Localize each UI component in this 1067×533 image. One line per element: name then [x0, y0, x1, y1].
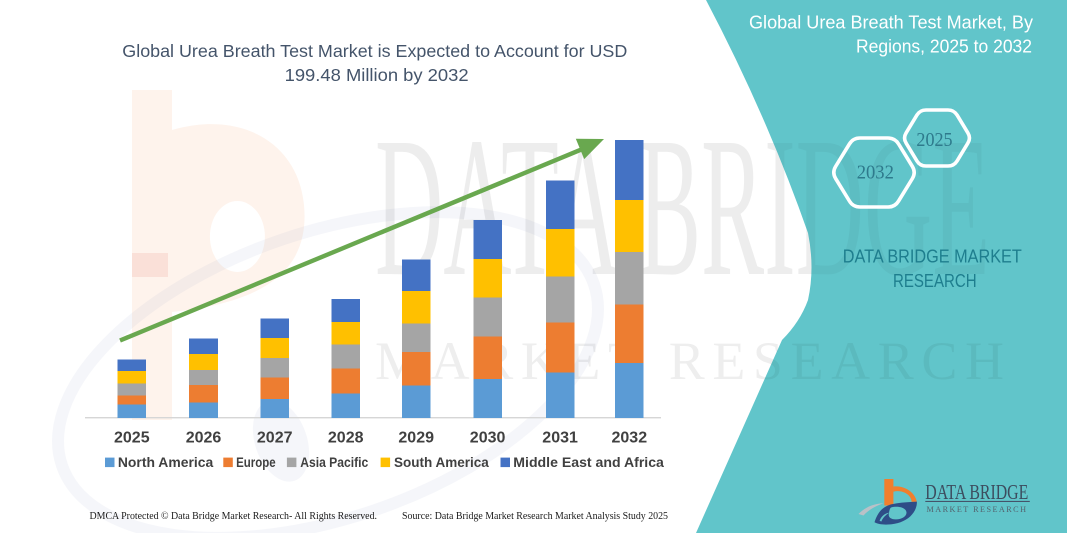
svg-text:2031: 2031 [542, 430, 578, 447]
svg-text:2032: 2032 [612, 430, 648, 447]
svg-text:North America: North America [118, 454, 214, 470]
svg-text:Global Urea Breath Test Market: Global Urea Breath Test Market is Expect… [122, 41, 627, 61]
svg-text:2025: 2025 [916, 129, 952, 151]
svg-text:2028: 2028 [328, 430, 364, 447]
svg-text:South America: South America [394, 454, 489, 470]
svg-text:Europe: Europe [236, 454, 276, 470]
svg-text:Asia Pacific: Asia Pacific [300, 454, 368, 470]
svg-text:Middle East and Africa: Middle East and Africa [513, 454, 664, 470]
svg-text:199.48 Million by 2032: 199.48 Million by 2032 [285, 65, 469, 85]
svg-text:Regions, 2025 to 2032: Regions, 2025 to 2032 [856, 36, 1032, 57]
svg-text:2032: 2032 [857, 162, 894, 184]
svg-text:2029: 2029 [398, 430, 434, 447]
svg-text:DATA BRIDGE: DATA BRIDGE [925, 480, 1028, 504]
svg-text:Global Urea Breath Test Market: Global Urea Breath Test Market, By [749, 12, 1034, 33]
svg-text:DATA BRIDGE MARKET: DATA BRIDGE MARKET [843, 245, 1022, 266]
svg-text:2025: 2025 [114, 430, 150, 447]
svg-text:DMCA Protected © Data Bridge M: DMCA Protected © Data Bridge Market Rese… [90, 511, 378, 522]
svg-text:Source: Data Bridge Market Res: Source: Data Bridge Market Research Mark… [402, 511, 668, 522]
svg-text:2026: 2026 [186, 430, 222, 447]
svg-text:MARKET RESEARCH: MARKET RESEARCH [927, 505, 1027, 514]
svg-text:2030: 2030 [470, 430, 506, 447]
svg-text:2027: 2027 [257, 430, 293, 447]
svg-text:RESEARCH: RESEARCH [893, 270, 977, 291]
